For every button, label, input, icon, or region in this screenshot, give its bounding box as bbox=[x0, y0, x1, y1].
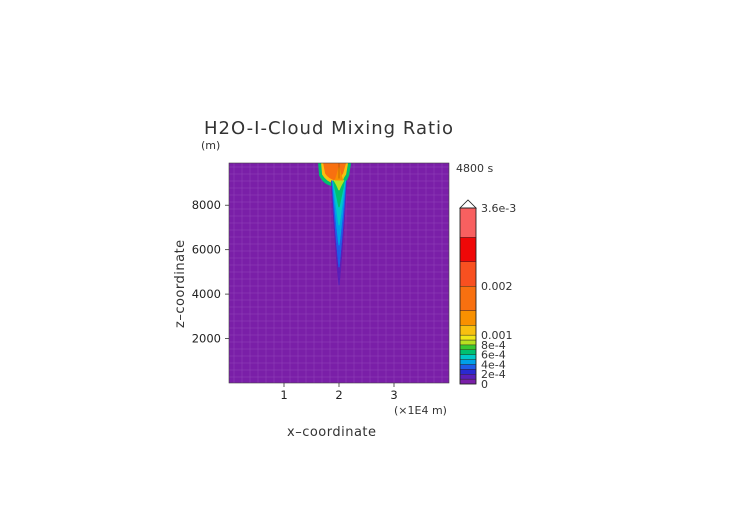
x-tick-label-1: 2 bbox=[335, 388, 342, 402]
colorbar-swatch-2 bbox=[459, 369, 477, 375]
colorbar-swatch-8 bbox=[459, 339, 477, 346]
colorbar-label-7: 3.6e-3 bbox=[481, 202, 516, 215]
colorbar-swatch-5 bbox=[459, 354, 477, 360]
colorbar-swatch-12 bbox=[459, 286, 477, 311]
colorbar-swatch-11 bbox=[459, 310, 477, 326]
time-label: 4800 s bbox=[456, 162, 493, 175]
x-axis-ticks: 1 2 3 bbox=[280, 383, 398, 402]
heatmap-texture bbox=[229, 163, 449, 383]
y-tick-label-0: 2000 bbox=[192, 332, 221, 346]
colorbar-frame bbox=[459, 207, 477, 385]
colorbar-swatch-6 bbox=[459, 349, 477, 355]
colorbar-swatch-4 bbox=[459, 359, 477, 365]
x-tick-label-2: 3 bbox=[390, 388, 397, 402]
plume-stem-layer-4 bbox=[332, 180, 346, 208]
y-tick-label-2: 6000 bbox=[192, 243, 221, 257]
plot-area bbox=[228, 162, 450, 384]
y-axis-ticks: 2000 4000 6000 8000 bbox=[192, 198, 229, 346]
y-tick-label-3: 8000 bbox=[192, 198, 221, 212]
colorbar-label-1: 2e-4 bbox=[481, 368, 506, 381]
chart-title: H2O-I-Cloud Mixing Ratio bbox=[204, 118, 454, 139]
colorbar-swatch-14 bbox=[459, 237, 477, 262]
colorbar-swatch-3 bbox=[459, 364, 477, 370]
colorbar-label-6: 0.002 bbox=[481, 280, 513, 293]
colorbar-swatch-9 bbox=[459, 334, 477, 341]
x-tick-label-0: 1 bbox=[280, 388, 287, 402]
colorbar-swatch-10 bbox=[459, 325, 477, 336]
y-unit-label: (m) bbox=[201, 139, 220, 152]
colorbar-swatch-13 bbox=[459, 261, 477, 287]
colorbar-label-0: 0 bbox=[481, 378, 488, 391]
x-unit-label: (×1E4 m) bbox=[394, 404, 447, 417]
cloud-plume bbox=[318, 163, 352, 286]
colorbar: 02e-44e-46e-48e-40.001 0.002 3.6e-3 bbox=[459, 199, 516, 391]
plume-stem-layer-5 bbox=[333, 180, 345, 191]
colorbar-swatch-1 bbox=[459, 374, 477, 380]
colorbar-swatch-7 bbox=[459, 344, 477, 350]
colorbar-label-2: 4e-4 bbox=[481, 358, 506, 371]
colorbar-swatch-15 bbox=[459, 207, 477, 238]
x-axis-label: x–coordinate bbox=[287, 425, 377, 440]
colorbar-swatch-0 bbox=[459, 378, 477, 385]
y-axis-label: z–coordinate bbox=[173, 239, 188, 328]
y-tick-label-1: 4000 bbox=[192, 287, 221, 301]
colorbar-label-5: 0.001 bbox=[481, 329, 513, 342]
colorbar-extend-arrow bbox=[459, 199, 477, 209]
colorbar-label-4: 8e-4 bbox=[481, 339, 506, 352]
colorbar-label-3: 6e-4 bbox=[481, 349, 506, 362]
